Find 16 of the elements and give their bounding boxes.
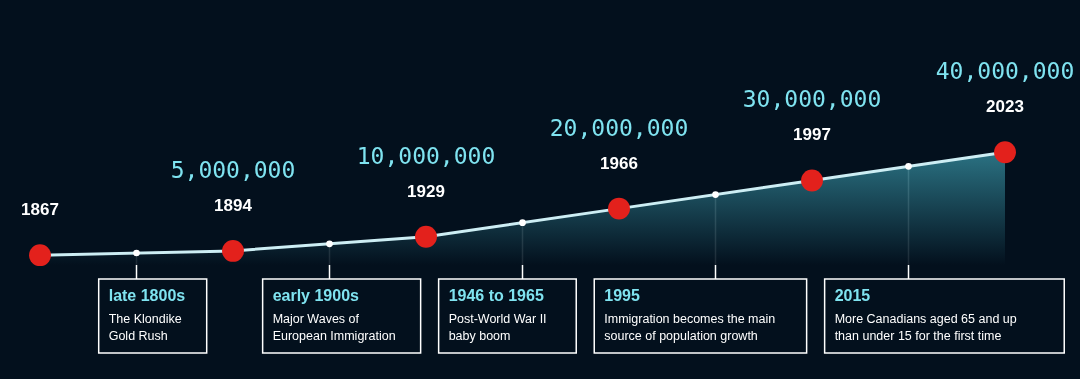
text: 2015 More Canadians aged 65 and up than under 15 for the first time: [834, 287, 1017, 343]
text: late 1800s The Klondike Gold Rush: [108, 287, 186, 343]
x-tick-label: 1929: [407, 181, 445, 201]
x-tick-label: 1966: [600, 153, 638, 173]
x-tick-label: 2023: [986, 97, 1024, 117]
data-label: 40,000,000: [935, 58, 1075, 85]
data-label: 10,000,000: [356, 142, 496, 169]
text: 1995 Immigration becomes the main source of population growth: [604, 287, 776, 343]
data-label: 5,000,000: [170, 156, 296, 183]
x-tick-label: 1894: [214, 195, 253, 215]
text: 1946 to 1965 Post-World War II baby boom: [448, 287, 547, 343]
data-label: 20,000,000: [549, 114, 689, 141]
text: early 1900s Major Waves of European Immigration: [272, 287, 396, 343]
data-label: 30,000,000: [742, 86, 882, 113]
x-tick-label: 1867: [21, 200, 59, 220]
x-tick-label: 1997: [793, 125, 831, 145]
